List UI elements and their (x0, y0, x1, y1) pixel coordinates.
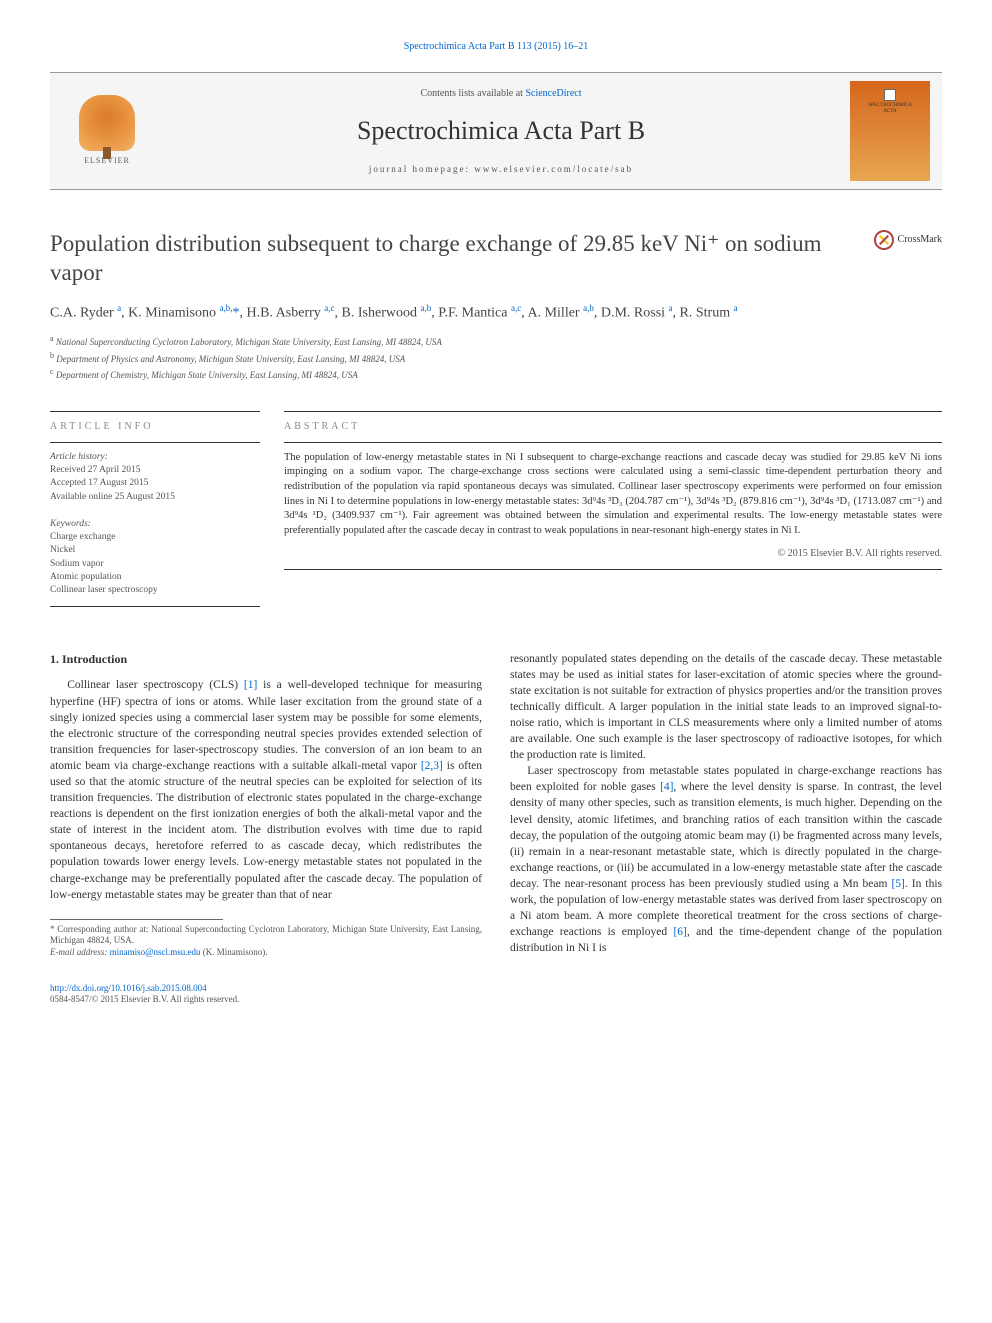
body-paragraph: Collinear laser spectroscopy (CLS) [1] i… (50, 677, 482, 902)
journal-cover-thumb: SPECTROCHIMICA ACTA (850, 81, 930, 181)
affiliations: a National Superconducting Cyclotron Lab… (50, 333, 942, 383)
body-columns: 1. Introduction Collinear laser spectros… (50, 651, 942, 959)
homepage-label: journal homepage: (369, 164, 474, 174)
corresponding-email-link[interactable]: minamiso@nscl.msu.edu (110, 947, 201, 957)
citation-line: Spectrochimica Acta Part B 113 (2015) 16… (50, 40, 942, 54)
email-label: E-mail address: (50, 947, 110, 957)
abstract-text: The population of low-energy metastable … (284, 451, 942, 539)
contents-line: Contents lists available at ScienceDirec… (152, 87, 850, 101)
body-paragraph: Laser spectroscopy from metastable state… (510, 763, 942, 956)
history-accepted: Accepted 17 August 2015 (50, 477, 260, 490)
article-info-column: article info Article history: Received 2… (50, 403, 260, 615)
journal-masthead: ELSEVIER Contents lists available at Sci… (50, 72, 942, 190)
crossmark-icon (874, 230, 894, 250)
keyword-item: Charge exchange (50, 531, 260, 544)
keyword-item: Nickel (50, 544, 260, 557)
keyword-item: Collinear laser spectroscopy (50, 584, 260, 597)
article-history: Article history: Received 27 April 2015 … (50, 451, 260, 504)
section-1-heading: 1. Introduction (50, 651, 482, 668)
email-person: (K. Minamisono). (200, 947, 267, 957)
paper-title: Population distribution subsequent to ch… (50, 230, 874, 288)
page-footer: http://dx.doi.org/10.1016/j.sab.2015.08.… (50, 983, 942, 1006)
sciencedirect-link[interactable]: ScienceDirect (525, 88, 581, 99)
abstract-label: abstract (284, 420, 942, 434)
affiliation-b: b Department of Physics and Astronomy, M… (50, 350, 942, 367)
abstract-copyright: © 2015 Elsevier B.V. All rights reserved… (284, 547, 942, 561)
history-received: Received 27 April 2015 (50, 464, 260, 477)
issn-copyright-line: 0584-8547/© 2015 Elsevier B.V. All right… (50, 994, 239, 1004)
body-paragraph: resonantly populated states depending on… (510, 651, 942, 764)
keyword-item: Atomic population (50, 571, 260, 584)
affiliation-c: c Department of Chemistry, Michigan Stat… (50, 366, 942, 383)
cover-badge-icon (884, 89, 896, 101)
title-row: Population distribution subsequent to ch… (50, 230, 942, 288)
doi-link[interactable]: http://dx.doi.org/10.1016/j.sab.2015.08.… (50, 983, 207, 993)
contents-prefix: Contents lists available at (420, 88, 525, 99)
crossmark-badge[interactable]: CrossMark (874, 230, 942, 250)
footnote-rule (50, 919, 223, 920)
authors-line: C.A. Ryder a, K. Minamisono a,b,*, H.B. … (50, 302, 942, 324)
affiliation-a: a National Superconducting Cyclotron Lab… (50, 333, 942, 350)
corresponding-author-footnote: * Corresponding author at: National Supe… (50, 924, 482, 959)
elsevier-tree-icon (79, 95, 135, 151)
keywords-title: Keywords: (50, 518, 260, 531)
crossmark-label: CrossMark (898, 233, 942, 247)
keywords-block: Keywords: Charge exchange Nickel Sodium … (50, 518, 260, 598)
footnote-text: Corresponding author at: National Superc… (50, 924, 482, 946)
body-column-right: resonantly populated states depending on… (510, 651, 942, 959)
journal-name: Spectrochimica Acta Part B (152, 113, 850, 149)
history-title: Article history: (50, 451, 260, 464)
citation-link[interactable]: Spectrochimica Acta Part B 113 (2015) 16… (404, 41, 589, 52)
article-info-label: article info (50, 420, 260, 434)
body-column-left: 1. Introduction Collinear laser spectros… (50, 651, 482, 959)
history-online: Available online 25 August 2015 (50, 491, 260, 504)
publisher-logo-block: ELSEVIER (62, 81, 152, 181)
cover-text-2: ACTA (883, 109, 896, 115)
abstract-column: abstract The population of low-energy me… (284, 403, 942, 615)
masthead-center: Contents lists available at ScienceDirec… (152, 87, 850, 176)
homepage-url[interactable]: www.elsevier.com/locate/sab (474, 164, 633, 174)
keyword-item: Sodium vapor (50, 558, 260, 571)
abstract-row: article info Article history: Received 2… (50, 403, 942, 615)
homepage-line: journal homepage: www.elsevier.com/locat… (152, 163, 850, 176)
